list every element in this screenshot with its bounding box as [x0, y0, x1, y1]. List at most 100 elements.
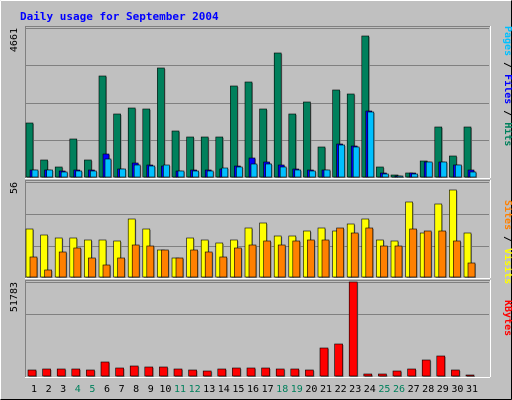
x-label-day: 24: [364, 384, 376, 395]
panel-visits-sites: 56 Sites / Visits: [9, 180, 512, 284]
bar-pages: [206, 170, 214, 178]
bar-pages: [411, 173, 418, 178]
bar-pages: [75, 170, 83, 178]
bar-sites: [190, 249, 198, 278]
x-label-day: 6: [104, 384, 110, 395]
bar-kbytes: [129, 365, 139, 377]
x-label-day: 30: [451, 384, 463, 395]
x-label-day: 4: [75, 384, 81, 395]
bar-pages: [177, 170, 185, 178]
legend-separator: /: [502, 56, 512, 74]
bar-pages: [440, 161, 448, 178]
bar-pages: [279, 166, 287, 178]
x-label-day: 7: [119, 384, 125, 395]
x-label-day: 23: [349, 384, 361, 395]
legend-separator: /: [502, 230, 512, 248]
bar-hits: [84, 159, 92, 178]
bar-hits: [288, 113, 297, 178]
x-label-day: 17: [262, 384, 274, 395]
bar-hits: [463, 126, 472, 178]
bar-hits: [215, 136, 224, 178]
bar-sites: [219, 256, 228, 278]
bar-sites: [394, 245, 403, 278]
bar-hits: [273, 52, 282, 178]
bar-pages: [250, 163, 258, 178]
bar-visits: [98, 239, 107, 278]
legend-visits: Visits: [502, 248, 512, 284]
x-label-day: 12: [189, 384, 201, 395]
panel-hits-files-pages: 4661 Pages / Files / Hits: [9, 26, 512, 179]
bar-kbytes: [348, 281, 358, 377]
bar-sites: [453, 240, 461, 278]
bar-pages: [352, 146, 360, 178]
bar-pages: [90, 170, 97, 178]
bar-sites: [29, 256, 38, 278]
bar-pages: [382, 173, 389, 178]
legend-separator: /: [502, 104, 512, 122]
bar-sites: [336, 227, 344, 278]
bar-kbytes: [188, 369, 197, 377]
x-label-day: 29: [437, 384, 449, 395]
bar-sites: [248, 244, 257, 278]
x-label-day: 5: [89, 384, 95, 395]
x-label-day: 20: [305, 384, 317, 395]
bar-sites: [438, 230, 447, 278]
bar-sites: [380, 245, 388, 278]
bar-kbytes: [100, 361, 110, 377]
legend-hits: Hits: [502, 122, 512, 146]
bar-pages: [31, 169, 39, 178]
x-label-day: 28: [422, 384, 434, 395]
bar-sites: [102, 264, 111, 278]
x-label-day: 13: [203, 384, 215, 395]
chart-panels: 4661 Pages / Files / Hits 56 Sites / Visits…: [9, 26, 512, 378]
bar-kbytes: [246, 367, 256, 377]
bar-kbytes: [217, 368, 227, 377]
x-label-day: 25: [378, 384, 390, 395]
bar-kbytes: [378, 373, 387, 377]
bar-hits: [332, 89, 340, 178]
x-label-day: 26: [393, 384, 405, 395]
bar-kbytes: [173, 368, 183, 377]
x-label-day: 16: [247, 384, 259, 395]
bar-sites: [73, 247, 82, 278]
bar-hits: [25, 122, 34, 178]
y-max-label: 56: [9, 182, 20, 194]
bar-visits: [463, 232, 472, 278]
bar-pages: [236, 166, 243, 178]
bar-hits: [40, 159, 48, 178]
bar-sites: [423, 230, 432, 278]
bar-kbytes: [27, 369, 37, 377]
bar-visits: [25, 228, 34, 278]
bar-sites: [58, 251, 67, 278]
legend-kbytes: KBytes: [502, 300, 512, 336]
bar-hits: [113, 113, 121, 178]
bar-pages: [265, 163, 272, 178]
bar-pages: [309, 170, 316, 178]
bar-kbytes: [305, 369, 314, 377]
bar-kbytes: [56, 368, 66, 377]
bar-sites: [161, 249, 169, 278]
bar-sites: [204, 251, 213, 278]
bar-pages: [425, 161, 433, 178]
bar-pages: [46, 169, 53, 178]
x-label-day: 3: [60, 384, 66, 395]
bar-kbytes: [159, 366, 168, 377]
x-label-day: 8: [133, 384, 139, 395]
bar-hits: [69, 138, 78, 178]
x-label-day: 22: [335, 384, 347, 395]
bar-hits: [244, 81, 253, 178]
legend-sites: Sites: [502, 200, 512, 230]
bar-sites: [350, 232, 359, 278]
x-label-day: 10: [159, 384, 171, 395]
y-max-label: 51783: [9, 282, 20, 312]
panel-kbytes: 51783 KBytes: [9, 280, 512, 378]
bar-kbytes: [290, 368, 300, 377]
bar-sites: [131, 244, 140, 278]
bar-sites: [409, 228, 417, 278]
x-label-day: 27: [408, 384, 420, 395]
bar-kbytes: [407, 368, 416, 377]
bar-kbytes: [232, 367, 241, 377]
bar-pages: [192, 170, 199, 178]
